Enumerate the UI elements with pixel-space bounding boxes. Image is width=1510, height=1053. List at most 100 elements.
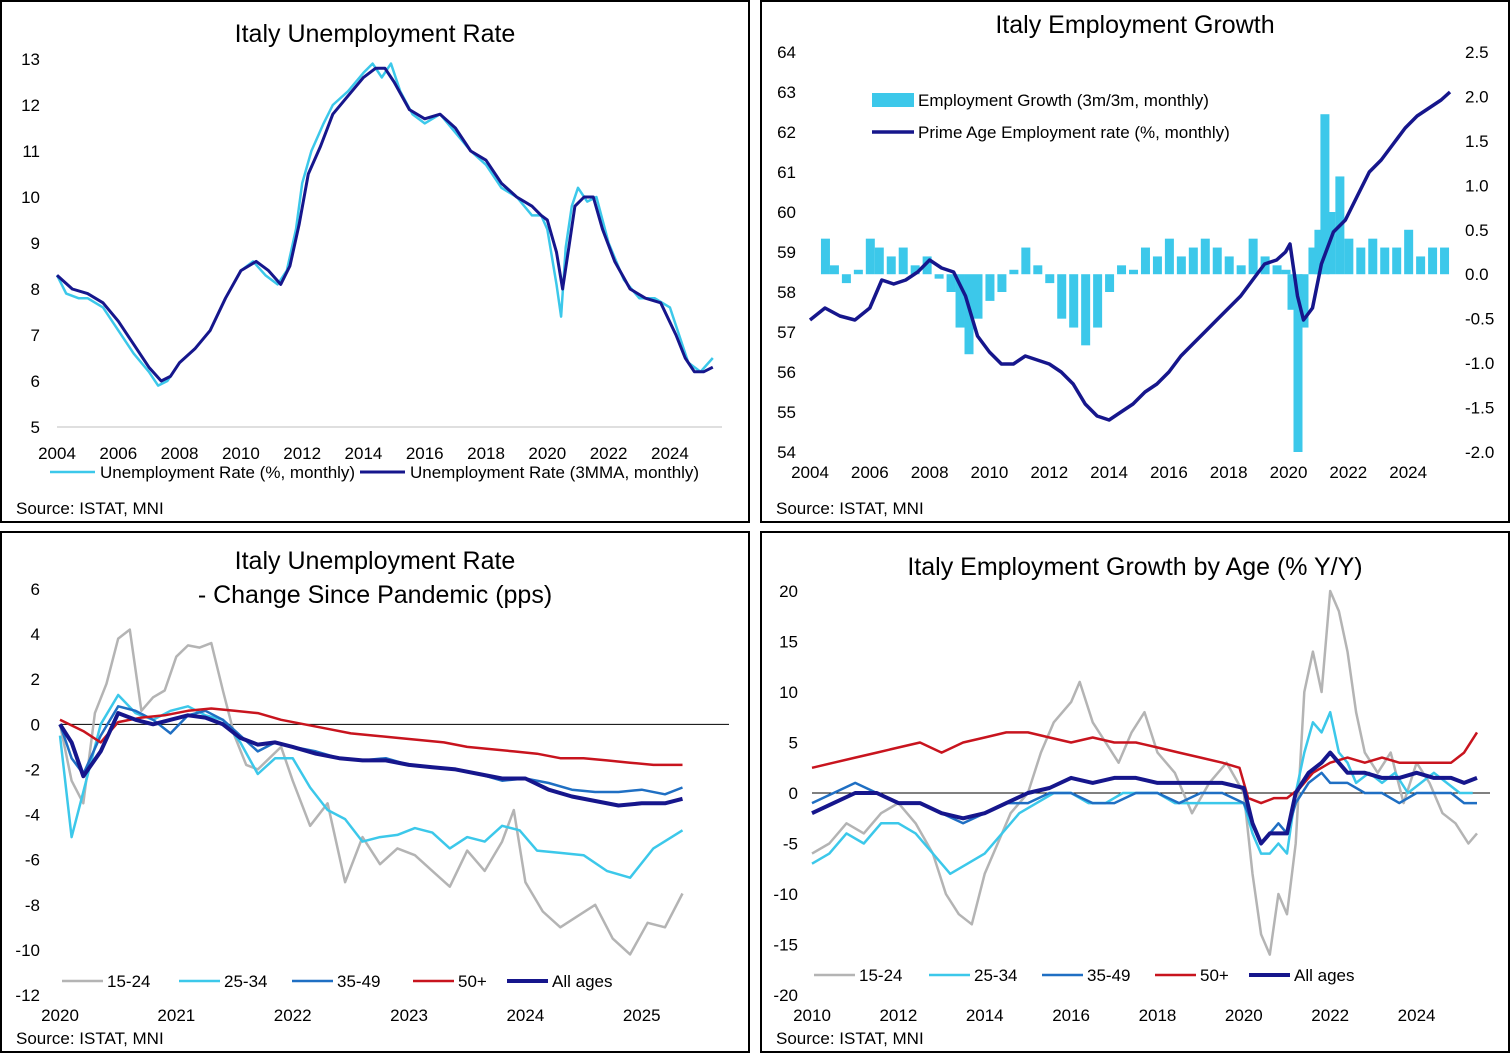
legend-label: Employment Growth (3m/3m, monthly) [918, 91, 1209, 110]
y-tick-label-left: 63 [777, 83, 796, 102]
y-tick-label: -5 [783, 835, 798, 854]
x-tick-label: 2022 [274, 1006, 312, 1025]
x-tick-label: 2020 [41, 1006, 79, 1025]
bar [865, 238, 875, 275]
bar [1272, 265, 1282, 275]
y-tick-label-right: 2.5 [1465, 43, 1489, 62]
y-tick-label-left: 56 [777, 363, 796, 382]
x-tick-label: 2016 [1150, 463, 1188, 482]
legend-label: 15-24 [859, 966, 902, 985]
y-tick-label: 11 [22, 142, 40, 161]
x-tick-label: 2020 [1225, 1006, 1263, 1025]
y-tick-label: 5 [789, 734, 798, 753]
bar [1344, 238, 1354, 275]
chart-source: Source: ISTAT, MNI [776, 1029, 924, 1048]
bar [1356, 247, 1366, 275]
series-line [811, 589, 1478, 956]
y-tick-label: -8 [25, 896, 40, 915]
y-tick-label-left: 61 [777, 163, 796, 182]
bar [1392, 247, 1402, 275]
bar [1093, 274, 1103, 328]
series-line [58, 628, 684, 956]
bar [973, 274, 983, 319]
bar [946, 274, 956, 292]
y-tick-label-right: 0.5 [1465, 221, 1489, 240]
bar [1152, 256, 1162, 275]
chart-title: Italy Employment Growth by Age (% Y/Y) [907, 553, 1363, 581]
x-tick-label: 2016 [1052, 1006, 1090, 1025]
bar [1129, 269, 1139, 275]
y-tick-label: 15 [779, 633, 798, 652]
bar [1081, 274, 1091, 346]
legend-label: 25-34 [224, 972, 267, 991]
series-line [55, 66, 714, 383]
bar [898, 247, 908, 275]
series-line [59, 707, 683, 767]
bar [1404, 229, 1414, 275]
chart-panel-employment-by-age: Italy Employment Growth by Age (% Y/Y) -… [760, 531, 1510, 1053]
x-tick-label: 2004 [38, 444, 76, 463]
bar [1009, 269, 1019, 275]
chart-title: Italy Unemployment Rate [234, 547, 516, 575]
y-tick-label: -4 [25, 806, 40, 825]
series-line [55, 62, 714, 387]
bar [1164, 238, 1174, 275]
bar [853, 269, 863, 275]
y-tick-label-left: 62 [777, 123, 796, 142]
y-tick-label-right: 1.5 [1465, 132, 1489, 151]
bar [922, 256, 932, 275]
x-tick-label: 2014 [966, 1006, 1004, 1025]
y-tick-label-right: 2.0 [1465, 87, 1489, 106]
legend-label: 15-24 [107, 972, 150, 991]
bar [1212, 247, 1222, 275]
x-tick-label: 2010 [793, 1006, 831, 1025]
y-tick-label: 5 [31, 418, 40, 437]
x-tick-label: 2006 [851, 463, 889, 482]
y-tick-label-right: -1.5 [1465, 399, 1494, 418]
bar [1021, 247, 1031, 275]
y-tick-label-left: 58 [777, 283, 796, 302]
bar [1368, 238, 1378, 275]
y-tick-label: 7 [31, 326, 40, 345]
y-tick-label: 4 [31, 625, 40, 644]
chart-panel-employment-growth: Italy Employment Growth 54 55 56 57 58 59 60 61… [760, 0, 1510, 523]
y-tick-label-left: 64 [777, 43, 796, 62]
x-tick-label: 2022 [590, 444, 628, 463]
bar [955, 274, 965, 328]
y-tick-label: -20 [773, 986, 798, 1005]
chart-source: Source: ISTAT, MNI [16, 499, 164, 518]
bar [829, 265, 839, 275]
legend-label: Unemployment Rate (3MMA, monthly) [410, 463, 699, 482]
legend-label: Unemployment Rate (%, monthly) [100, 463, 355, 482]
bar [1236, 265, 1246, 275]
x-tick-label: 2024 [506, 1006, 544, 1025]
y-tick-label-right: 0.0 [1465, 265, 1489, 284]
series-line [808, 90, 1452, 422]
y-tick-label: 10 [21, 188, 40, 207]
chart-title: Italy Employment Growth [995, 11, 1275, 39]
bar [1140, 247, 1150, 275]
bar [1416, 256, 1426, 275]
x-tick-label: 2014 [1090, 463, 1128, 482]
y-tick-label: -12 [15, 986, 40, 1005]
unemployment-rate-chart: 5 6 7 8 9 10 11 12 13 2004 2006 2008 2010 2012 2014 201… [21, 50, 722, 482]
y-tick-label: 0 [789, 784, 798, 803]
bar [1440, 247, 1450, 275]
chart-title: Italy Unemployment Rate [234, 20, 516, 48]
legend-label: 25-34 [974, 966, 1017, 985]
bar [886, 256, 896, 275]
x-tick-label: 2016 [406, 444, 444, 463]
y-tick-label: 12 [21, 96, 40, 115]
x-tick-label: 2012 [1030, 463, 1068, 482]
y-tick-label: 8 [31, 280, 40, 299]
chart-source: Source: ISTAT, MNI [16, 1029, 164, 1048]
bar [985, 274, 995, 301]
employment-by-age-chart: -20 -15 -10 -5 0 5 10 15 20 2010 2012 2014 2016 2018 2… [773, 582, 1490, 1025]
bar [1176, 256, 1186, 275]
y-tick-label: 6 [31, 372, 40, 391]
x-tick-label: 2020 [1270, 463, 1308, 482]
x-tick-label: 2006 [99, 444, 137, 463]
series-line [811, 750, 1478, 846]
y-tick-label: -6 [25, 851, 40, 870]
y-tick-label: 0 [31, 715, 40, 734]
